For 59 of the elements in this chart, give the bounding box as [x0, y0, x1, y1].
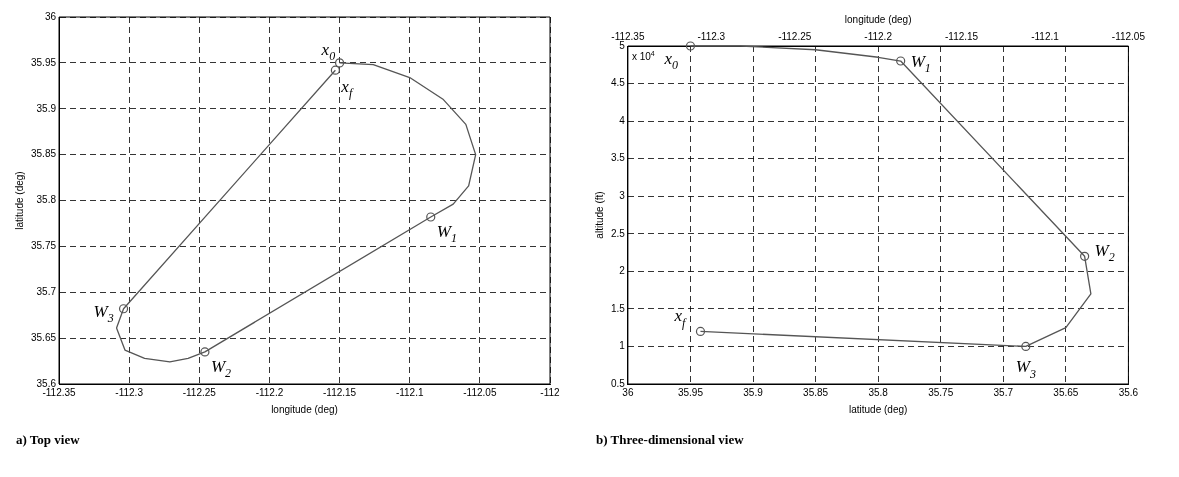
- x2-tick-label: -112.1: [1031, 30, 1060, 42]
- y-axis-title: altitude (ft): [593, 191, 605, 239]
- x-tick-label: -112.2: [255, 386, 284, 398]
- y-tick-label: 35.9: [36, 102, 57, 114]
- y-tick-label: 2: [619, 265, 626, 277]
- point: [330, 65, 340, 75]
- y-tick-label: 35.8: [36, 194, 57, 206]
- x2-tick-label: -112.15: [944, 30, 979, 42]
- x-tick-label: 35.85: [803, 386, 829, 398]
- point: [118, 304, 129, 314]
- x-tick-label: -112.1: [395, 386, 424, 398]
- point: [1021, 341, 1031, 352]
- x-tick-label: -112.15: [322, 386, 357, 398]
- x-tick-label: -112.3: [115, 386, 144, 398]
- x-tick-label: -112.25: [182, 386, 217, 398]
- point: [1080, 251, 1090, 261]
- x-tick-label: 35.9: [743, 386, 764, 398]
- x2-tick-label: -112.35: [611, 30, 645, 42]
- x-axis-title: longitude (deg): [271, 403, 338, 415]
- point: [896, 56, 906, 66]
- y-tick-label: 0.5: [611, 377, 626, 389]
- y-tick-label: 4.5: [611, 77, 626, 89]
- y-tick-label: 4: [619, 114, 626, 126]
- y-tick-label: 35.6: [36, 377, 57, 389]
- x-tick-label: 35.95: [677, 386, 704, 398]
- y-tick-label: 3.5: [611, 152, 626, 164]
- y-tick-label: 35.7: [36, 286, 57, 297]
- x2-tick-label: -112.05: [1111, 30, 1146, 42]
- x-tick-label: -112: [540, 386, 561, 398]
- x-tick-label: -112.05: [463, 386, 497, 398]
- x-tick-label: 35.6: [1118, 386, 1139, 398]
- x2-tick-label: -112.2: [864, 30, 893, 42]
- y-tick-label: 36: [44, 10, 57, 22]
- x2-axis-title: longitude (deg): [844, 13, 912, 25]
- x-tick-label: 35.65: [1053, 386, 1079, 398]
- point: [695, 326, 706, 337]
- y-tick-label: 1.5: [611, 302, 626, 314]
- y-tick-label: 2.5: [611, 227, 626, 239]
- text: a) Top view: [16, 432, 81, 448]
- y-tick-label: 3: [619, 189, 626, 201]
- x-tick-label: 35.75: [928, 386, 954, 398]
- y-tick-label: 35.85: [30, 148, 57, 160]
- x2-tick-label: -112.25: [778, 30, 812, 42]
- text: b) Three-dimensional view: [596, 432, 745, 448]
- y-tick-label: 1: [619, 340, 626, 352]
- point: [334, 58, 345, 68]
- y-tick-label: 5: [619, 39, 626, 51]
- x-tick-label: 35.8: [868, 386, 889, 398]
- x-tick-label: -112.35: [42, 386, 77, 398]
- y-tick-label: 35.95: [30, 56, 57, 68]
- x2-tick-label: -112.3: [697, 30, 726, 42]
- y-tick-label: 35.75: [30, 240, 57, 252]
- point: [200, 347, 210, 357]
- y-tick-label: 35.65: [30, 331, 57, 343]
- point: [685, 41, 696, 51]
- point: [426, 212, 436, 222]
- y-axis-title: latitude (deg): [13, 171, 25, 230]
- x-axis-title: latitude (deg): [848, 403, 908, 415]
- x-tick-label: 35.7: [993, 386, 1014, 398]
